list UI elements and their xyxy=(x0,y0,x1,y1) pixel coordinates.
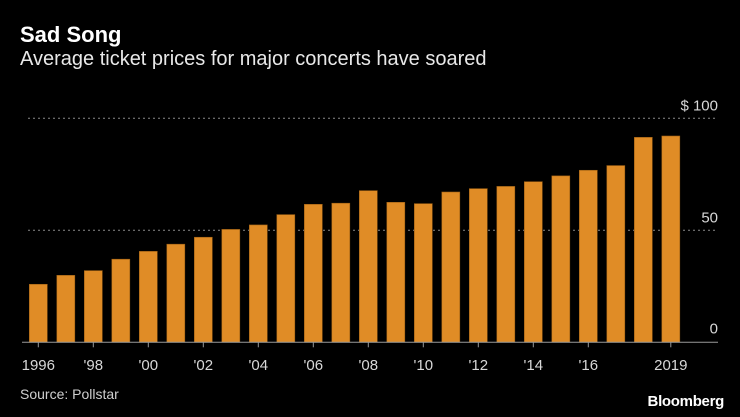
bar-2012 xyxy=(468,188,488,343)
x-tick-label: '14 xyxy=(524,357,544,374)
bar-2002 xyxy=(194,236,213,343)
x-tick-label: 1996 xyxy=(22,357,55,374)
chart-subtitle: Average ticket prices for major concerts… xyxy=(20,48,487,70)
bar-2011 xyxy=(441,191,461,343)
bar-2016 xyxy=(578,169,598,343)
bloomberg-logo: Bloomberg xyxy=(647,393,725,410)
x-tick-label: '04 xyxy=(249,357,269,374)
bar-2014 xyxy=(523,181,543,343)
x-tick-label: '00 xyxy=(139,357,159,374)
bar-2019 xyxy=(661,135,681,343)
y-tick-label: 0 xyxy=(710,320,718,337)
bar-2013 xyxy=(496,186,516,343)
x-tick-label: '16 xyxy=(579,357,599,374)
bar-2010 xyxy=(413,203,433,343)
x-tick-label: '02 xyxy=(194,357,214,374)
bar-2003 xyxy=(221,229,241,343)
y-tick-label: 50 xyxy=(701,209,718,226)
bar-2004 xyxy=(249,224,268,343)
bar-2009 xyxy=(386,202,406,343)
bar-2000 xyxy=(139,251,158,343)
bar-1997 xyxy=(56,275,76,343)
bar-2001 xyxy=(166,243,186,343)
bar-2006 xyxy=(303,204,323,343)
x-tick-label: '12 xyxy=(469,357,489,374)
bar-2018 xyxy=(633,137,653,343)
bar-2008 xyxy=(358,190,378,343)
x-tick-label: '10 xyxy=(414,357,434,374)
bar-2017 xyxy=(606,165,626,343)
x-tick-label: '98 xyxy=(84,357,104,374)
bar-1996 xyxy=(28,283,48,343)
chart-title: Sad Song xyxy=(20,22,122,47)
bar-2007 xyxy=(331,202,351,343)
x-tick-label: '06 xyxy=(304,357,324,374)
bar-2015 xyxy=(551,175,571,343)
x-tick-label: '08 xyxy=(359,357,379,374)
y-tick-label: $ 100 xyxy=(680,97,718,114)
bar-2005 xyxy=(276,214,296,343)
source-note: Source: Pollstar xyxy=(20,386,119,402)
bar-1999 xyxy=(111,258,131,343)
bar-1998 xyxy=(84,270,103,343)
x-tick-label: 2019 xyxy=(654,357,687,374)
